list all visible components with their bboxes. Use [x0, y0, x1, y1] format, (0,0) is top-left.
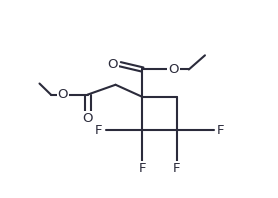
Text: F: F [95, 124, 103, 137]
Text: F: F [139, 163, 146, 175]
Text: O: O [168, 63, 179, 76]
Text: O: O [82, 112, 93, 125]
Text: F: F [217, 124, 224, 137]
Text: F: F [173, 163, 181, 175]
Text: O: O [108, 58, 118, 71]
Text: O: O [58, 88, 68, 101]
